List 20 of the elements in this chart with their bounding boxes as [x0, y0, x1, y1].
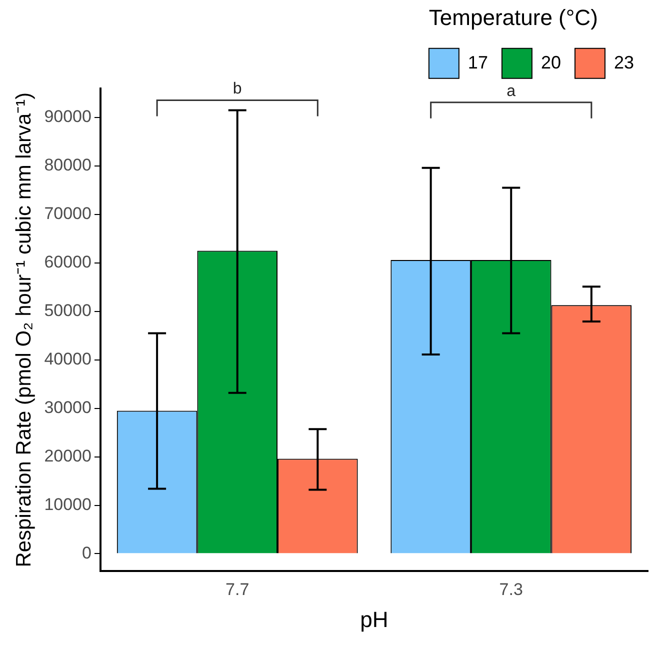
y-tick-label: 10000	[44, 494, 92, 514]
y-tick-label: 70000	[44, 204, 92, 224]
y-axis-title: Respiration Rate (pmol O₂ hour⁻¹ cubic mm larva⁻¹)	[12, 92, 36, 568]
legend-label: 20	[540, 52, 561, 72]
legend-label: 17	[468, 52, 488, 72]
y-tick-label: 0	[82, 543, 92, 562]
y-tick-label: 80000	[44, 156, 92, 175]
y-tick-label: 90000	[44, 107, 92, 126]
y-tick-label: 20000	[44, 446, 92, 466]
y-tick-label: 40000	[44, 350, 92, 369]
x-tick-label: 7.3	[499, 580, 523, 600]
legend-label: 23	[614, 52, 634, 72]
x-tick-label: 7.7	[226, 580, 250, 600]
legend-title: Temperature (°C)	[428, 5, 598, 30]
x-axis-title: pH	[360, 606, 388, 632]
y-tick-label: 50000	[44, 301, 92, 320]
y-tick-label: 60000	[44, 252, 92, 272]
annotation: a	[506, 82, 516, 100]
annotation: b	[232, 80, 242, 98]
y-tick-label: 30000	[44, 398, 92, 418]
